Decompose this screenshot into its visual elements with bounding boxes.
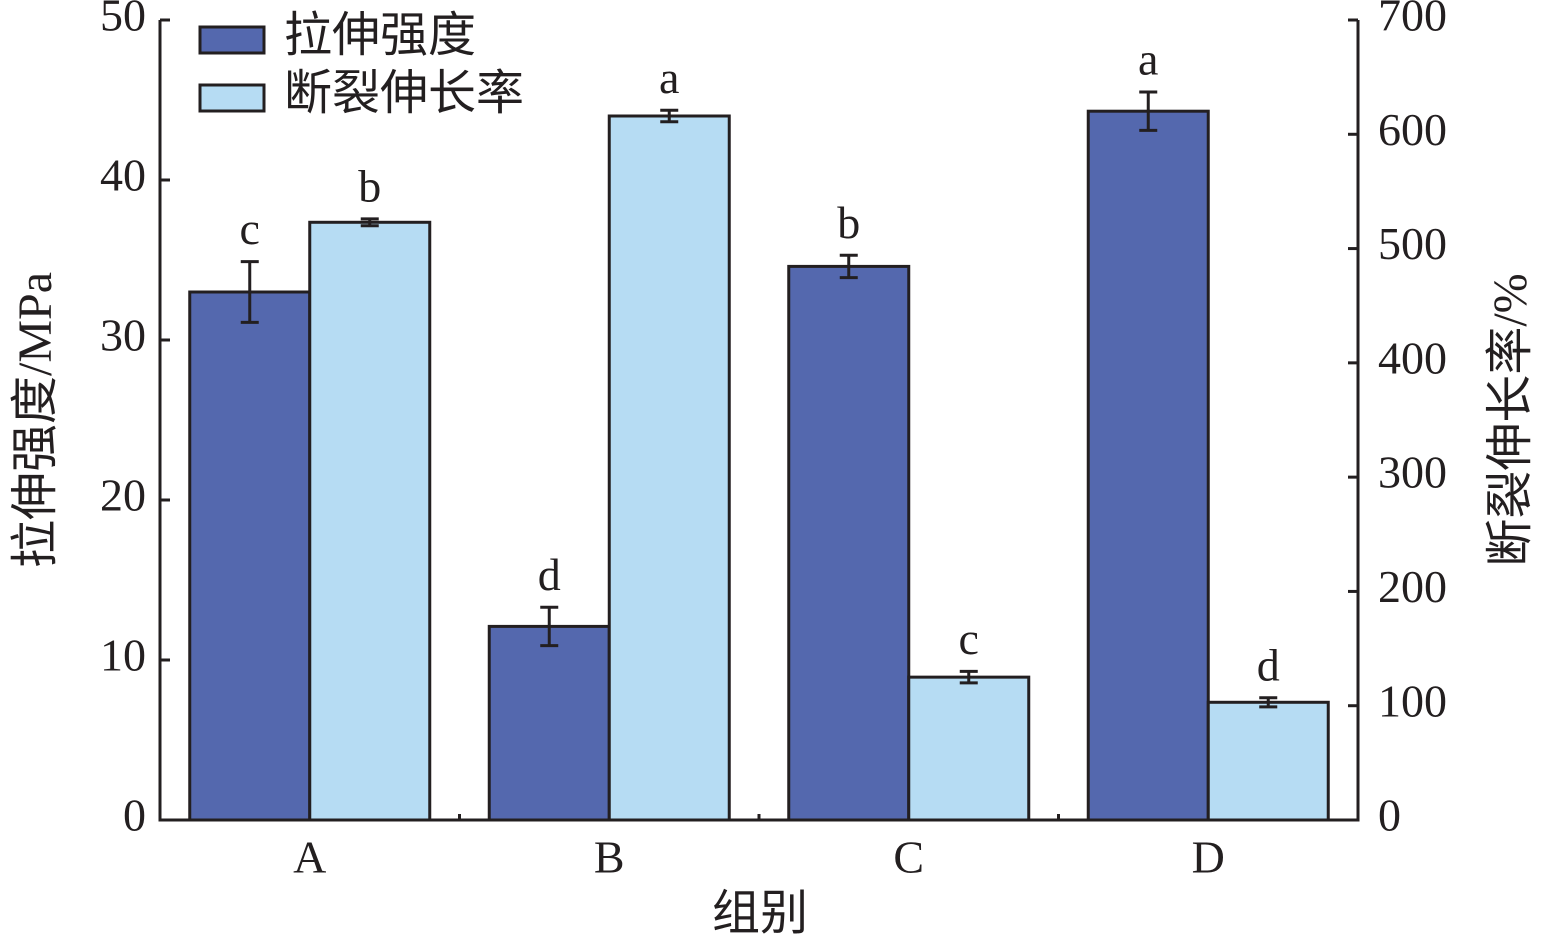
y-tick-label: 50: [100, 0, 146, 41]
bar: [188, 290, 312, 822]
y-tick-label: 20: [100, 470, 146, 521]
legend-swatch: [198, 25, 266, 55]
axes-frame: [158, 20, 1360, 822]
y-axis-label: 拉伸强度/MPa: [9, 272, 62, 568]
error-bar: [360, 217, 379, 228]
y-tick-label: 10: [100, 630, 146, 681]
legend-label: 拉伸强度: [284, 9, 476, 62]
x-tick-label: B: [594, 832, 625, 883]
y2-tick-label: 0: [1378, 790, 1401, 841]
y-tick-label: 0: [123, 790, 146, 841]
bar: [1086, 109, 1210, 822]
legend-label: 断裂伸长率: [284, 67, 524, 120]
error-bar: [660, 108, 679, 124]
significance-label: d: [1257, 639, 1280, 690]
error-bar: [1259, 696, 1278, 709]
significance-label: a: [1138, 34, 1158, 85]
error-bar: [1139, 90, 1158, 132]
significance-label: b: [837, 197, 860, 248]
x-tick-label: A: [293, 832, 326, 883]
significance-label: c: [240, 203, 260, 254]
y-tick-label: 30: [100, 310, 146, 361]
bar: [787, 264, 911, 822]
error-bar: [959, 669, 978, 685]
error-bar: [240, 260, 259, 324]
y-tick-label: 40: [100, 150, 146, 201]
y2-tick-label: 500: [1378, 218, 1447, 269]
legend-swatch: [198, 83, 266, 113]
bar: [487, 624, 611, 822]
x-tick-label: D: [1192, 832, 1225, 883]
significance-label: a: [659, 52, 679, 103]
x-axis-label: 组别: [712, 887, 808, 940]
bar: [1206, 700, 1330, 822]
significance-label: b: [358, 160, 381, 211]
significance-label: c: [959, 613, 979, 664]
error-bar: [540, 605, 559, 648]
significance-label: d: [538, 549, 561, 600]
bar: [607, 114, 731, 822]
y2-tick-label: 300: [1378, 447, 1447, 498]
error-bar: [839, 253, 858, 280]
x-tick-label: C: [893, 832, 924, 883]
bar: [907, 675, 1031, 822]
y2-axis-label: 断裂伸长率/%: [1484, 273, 1537, 566]
y2-tick-label: 100: [1378, 675, 1447, 726]
bar: [308, 220, 432, 822]
y2-tick-label: 700: [1378, 0, 1447, 41]
y2-tick-label: 600: [1378, 104, 1447, 155]
y2-tick-label: 200: [1378, 561, 1447, 612]
y2-tick-label: 400: [1378, 332, 1447, 383]
